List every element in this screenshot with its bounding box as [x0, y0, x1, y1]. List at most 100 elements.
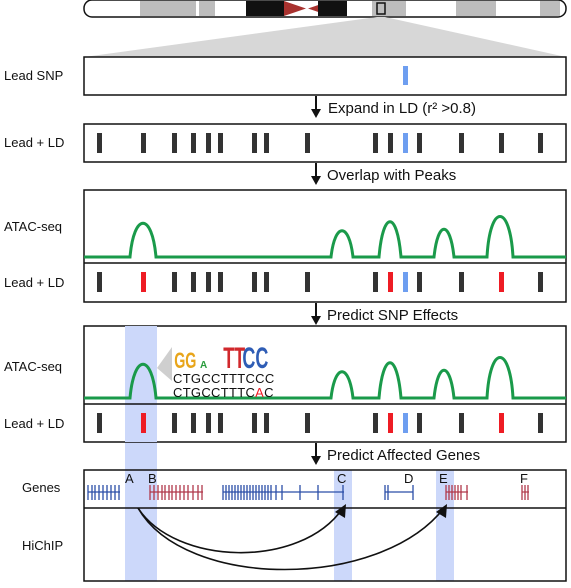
- label-lead-ld-2: Lead + LD: [4, 275, 64, 290]
- zoom-funnel: [84, 17, 566, 57]
- label-genes: Genes: [22, 480, 61, 495]
- snp-marker: [417, 272, 422, 292]
- step-overlap: Overlap with Peaks: [311, 163, 456, 185]
- gene-letter-f: F: [520, 471, 528, 486]
- step-expand-label: Expand in LD (r² >0.8): [328, 100, 476, 117]
- snp-marker: [305, 413, 310, 433]
- snp-marker: [403, 133, 408, 153]
- snp-marker: [373, 272, 378, 292]
- panel-lead-ld: Lead + LD: [4, 123, 567, 163]
- highlight-band-c: [334, 470, 352, 581]
- snp-marker: [252, 133, 257, 153]
- snp-row-effects: [97, 413, 543, 433]
- snp-marker: [218, 272, 223, 292]
- snp-marker: [191, 413, 196, 433]
- snp-marker: [218, 413, 223, 433]
- snp-marker: [305, 133, 310, 153]
- sequence-ref: CTGCCTTTCCC: [173, 371, 275, 386]
- snp-marker: [538, 413, 543, 433]
- gene-letter-c: C: [337, 471, 346, 486]
- snp-marker: [206, 272, 211, 292]
- svg-text:GG: GG: [174, 348, 196, 373]
- step-predict-genes: Predict Affected Genes: [311, 443, 480, 465]
- snp-marker: [172, 272, 177, 292]
- svg-text:A: A: [200, 360, 207, 371]
- hichip-arrowhead-e: [436, 504, 447, 518]
- snp-marker: [403, 272, 408, 292]
- snp-marker: [97, 133, 102, 153]
- hichip-loop-to-c: [137, 507, 344, 554]
- svg-text:TT: TT: [223, 343, 245, 376]
- snp-marker: [459, 413, 464, 433]
- snp-marker: [172, 133, 177, 153]
- snp-marker: [264, 413, 269, 433]
- snp-marker: [206, 413, 211, 433]
- panel-peaks: ATAC-seq Lead + LD: [4, 189, 567, 303]
- label-atac-1: ATAC-seq: [4, 219, 62, 234]
- hichip-loop-to-e: [137, 507, 445, 571]
- snp-marker: [97, 272, 102, 292]
- snp-marker: [459, 133, 464, 153]
- snp-marker: [499, 272, 504, 292]
- snp-marker: [403, 413, 408, 433]
- snp-marker: [388, 272, 393, 292]
- snp-marker: [388, 133, 393, 153]
- snp-marker: [305, 272, 310, 292]
- label-lead-ld-1: Lead + LD: [4, 135, 64, 150]
- gene-letter-b: B: [148, 471, 157, 486]
- panel-genes-hichip: Genes HiChIP A B C D E F: [22, 469, 567, 582]
- motif-logo: GG A TT CC: [174, 343, 268, 376]
- snp-marker: [191, 133, 196, 153]
- sequence-alt-base: A: [255, 385, 264, 400]
- step-predict-genes-label: Predict Affected Genes: [327, 447, 480, 464]
- gene-letter-e: E: [439, 471, 448, 486]
- snp-marker: [252, 272, 257, 292]
- gene-letter-d: D: [404, 471, 413, 486]
- snp-marker: [172, 413, 177, 433]
- snp-marker: [218, 133, 223, 153]
- motif-callout-wedge: [157, 347, 172, 381]
- gene-track: [87, 485, 529, 500]
- step-predict-snp: Predict SNP Effects: [311, 303, 458, 325]
- panel-snp-effects: ATAC-seq Lead + LD GG A TT CC CTGCCTTTCC…: [4, 325, 567, 443]
- snp-marker: [206, 133, 211, 153]
- snp-marker: [141, 413, 146, 433]
- highlight-band-e: [436, 470, 454, 581]
- label-hichip: HiChIP: [22, 538, 63, 553]
- snp-marker: [417, 133, 422, 153]
- atac-track-2: [84, 356, 566, 400]
- snp-marker: [264, 272, 269, 292]
- snp-marker: [417, 413, 422, 433]
- step-expand: Expand in LD (r² >0.8): [311, 96, 476, 118]
- snp-marker: [141, 272, 146, 292]
- sequence-alt: CTGCCTTTCAC: [173, 385, 274, 400]
- snp-marker: [388, 413, 393, 433]
- hichip-arrowhead-c: [335, 504, 346, 518]
- snp-marker: [373, 133, 378, 153]
- gene-letter-a: A: [125, 471, 134, 486]
- snp-row-ld: [97, 133, 543, 153]
- snp-marker: [141, 133, 146, 153]
- chromosome-ideogram: [83, 0, 567, 18]
- snp-marker: [538, 272, 543, 292]
- svg-text:CC: CC: [242, 343, 268, 376]
- snp-marker: [264, 133, 269, 153]
- panel-lead-snp: Lead SNP: [4, 56, 567, 96]
- snp-marker: [191, 272, 196, 292]
- snp-marker: [97, 413, 102, 433]
- atac-track-1: [84, 215, 566, 259]
- snp-marker: [373, 413, 378, 433]
- snp-marker: [499, 413, 504, 433]
- snp-marker: [252, 413, 257, 433]
- label-lead-ld-3: Lead + LD: [4, 416, 64, 431]
- label-atac-2: ATAC-seq: [4, 359, 62, 374]
- step-overlap-label: Overlap with Peaks: [327, 167, 456, 184]
- label-lead-snp: Lead SNP: [4, 68, 63, 83]
- snp-marker: [499, 133, 504, 153]
- snp-marker: [459, 272, 464, 292]
- snp-marker: [538, 133, 543, 153]
- snp-row-overlap: [97, 272, 543, 292]
- step-predict-snp-label: Predict SNP Effects: [327, 307, 458, 324]
- snp-lead: [403, 66, 408, 85]
